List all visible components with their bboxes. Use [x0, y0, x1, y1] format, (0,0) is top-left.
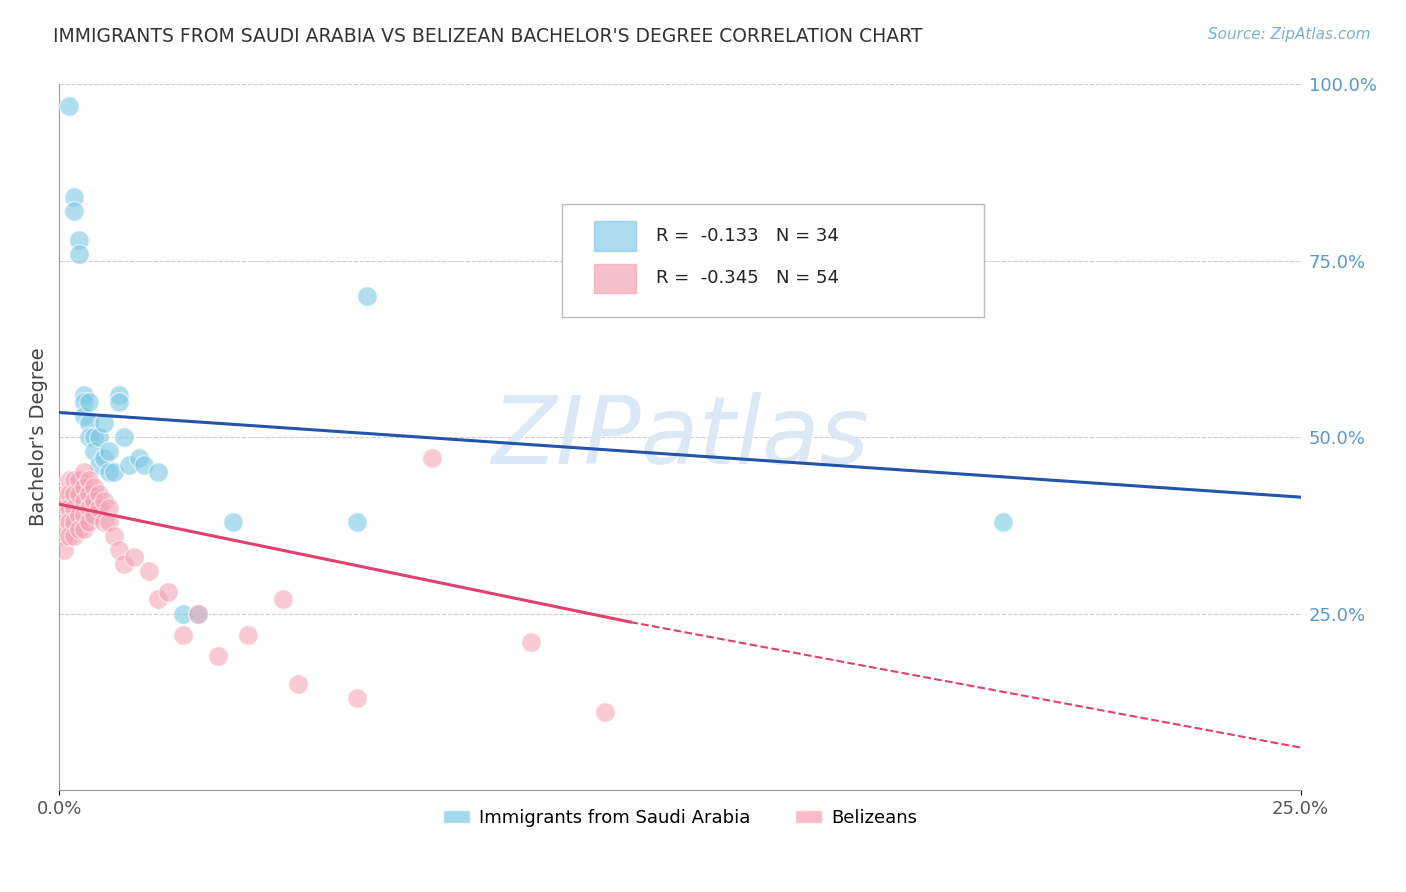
Point [118, 458, 141, 473]
Point [83, 508, 105, 522]
Point [148, 466, 170, 480]
Point [97, 466, 120, 480]
FancyBboxPatch shape [595, 221, 637, 251]
Point [73, 522, 96, 536]
Point [187, 607, 209, 621]
FancyBboxPatch shape [595, 264, 637, 293]
Point [132, 458, 155, 473]
Point [236, 628, 259, 642]
Point [58, 486, 80, 500]
Point [83, 479, 105, 493]
Point [112, 430, 135, 444]
Point [87, 458, 110, 473]
FancyBboxPatch shape [562, 204, 984, 318]
Point [63, 190, 86, 204]
Point [73, 493, 96, 508]
Point [112, 557, 135, 571]
Text: IMMIGRANTS FROM SAUDI ARABIA VS BELIZEAN BACHELOR'S DEGREE CORRELATION CHART: IMMIGRANTS FROM SAUDI ARABIA VS BELIZEAN… [53, 27, 922, 45]
Point [63, 500, 86, 515]
Point [97, 444, 120, 458]
Point [83, 493, 105, 508]
Point [346, 691, 368, 706]
Point [63, 529, 86, 543]
Point [53, 515, 76, 529]
Point [53, 543, 76, 558]
Point [53, 500, 76, 515]
Point [346, 515, 368, 529]
Point [83, 430, 105, 444]
Point [93, 515, 115, 529]
Point [67, 233, 90, 247]
Point [73, 508, 96, 522]
Point [93, 416, 115, 430]
Point [73, 388, 96, 402]
Point [93, 493, 115, 508]
Point [595, 706, 617, 720]
Point [222, 515, 245, 529]
Point [107, 388, 129, 402]
Point [58, 500, 80, 515]
Legend: Immigrants from Saudi Arabia, Belizeans: Immigrants from Saudi Arabia, Belizeans [436, 801, 925, 834]
Point [128, 451, 150, 466]
Point [53, 486, 76, 500]
Y-axis label: Bachelor's Degree: Bachelor's Degree [30, 348, 48, 526]
Point [187, 607, 209, 621]
Point [172, 628, 194, 642]
Point [87, 430, 110, 444]
Point [67, 473, 90, 487]
Point [271, 592, 294, 607]
Point [77, 473, 100, 487]
Point [87, 500, 110, 515]
Point [58, 98, 80, 112]
Point [207, 648, 229, 663]
Point [420, 451, 443, 466]
Point [53, 529, 76, 543]
Point [97, 515, 120, 529]
Point [356, 289, 378, 303]
Point [97, 500, 120, 515]
Text: R =  -0.345   N = 54: R = -0.345 N = 54 [657, 269, 839, 287]
Point [77, 416, 100, 430]
Point [67, 522, 90, 536]
Point [63, 486, 86, 500]
Point [83, 444, 105, 458]
Text: R =  -0.133   N = 34: R = -0.133 N = 34 [657, 227, 839, 245]
Point [63, 515, 86, 529]
Point [77, 500, 100, 515]
Point [77, 430, 100, 444]
Point [67, 508, 90, 522]
Point [148, 592, 170, 607]
Point [103, 466, 125, 480]
Point [67, 486, 90, 500]
Point [157, 585, 180, 599]
Point [67, 246, 90, 260]
Text: Source: ZipAtlas.com: Source: ZipAtlas.com [1208, 27, 1371, 42]
Point [107, 395, 129, 409]
Point [991, 515, 1014, 529]
Point [122, 550, 145, 565]
Point [107, 543, 129, 558]
Point [172, 607, 194, 621]
Point [58, 473, 80, 487]
Point [73, 395, 96, 409]
Point [287, 677, 309, 691]
Point [520, 634, 543, 648]
Point [63, 473, 86, 487]
Point [87, 486, 110, 500]
Point [73, 409, 96, 423]
Point [63, 204, 86, 219]
Point [77, 395, 100, 409]
Point [77, 515, 100, 529]
Point [58, 515, 80, 529]
Point [93, 451, 115, 466]
Point [73, 479, 96, 493]
Point [58, 529, 80, 543]
Point [103, 529, 125, 543]
Point [138, 564, 160, 578]
Point [73, 466, 96, 480]
Point [77, 486, 100, 500]
Text: ZIPatlas: ZIPatlas [491, 392, 869, 483]
